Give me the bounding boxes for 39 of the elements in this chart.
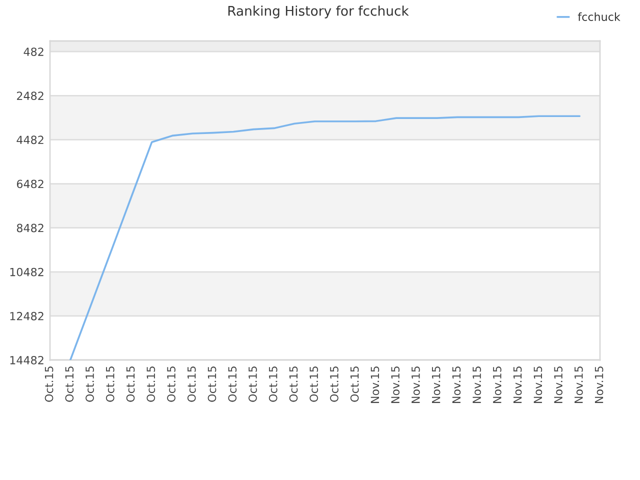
y-tick-label: 482 bbox=[24, 48, 44, 56]
x-tick-label: Oct.15 bbox=[126, 366, 135, 402]
x-tick-label: Nov.15 bbox=[412, 366, 420, 403]
x-tick-label: Oct.15 bbox=[86, 366, 94, 402]
y-tick-label: 4482 bbox=[16, 136, 44, 144]
x-tick-label: Oct.15 bbox=[187, 366, 196, 402]
y-tick-label: 14482 bbox=[10, 356, 44, 364]
y-tick-label: 8482 bbox=[16, 224, 44, 232]
x-tick-label: Oct.15 bbox=[44, 366, 54, 402]
x-tick-label: Oct.15 bbox=[65, 366, 74, 402]
x-tick-label: Nov.15 bbox=[391, 366, 400, 403]
chart-title: Ranking History for fcchuck bbox=[228, 6, 409, 18]
x-tick-label: Nov.15 bbox=[554, 366, 562, 403]
line-series bbox=[69, 115, 581, 360]
y-tick-label: 12482 bbox=[10, 312, 44, 320]
x-tick-label: Oct.15 bbox=[268, 366, 278, 402]
y-tick-label: 6482 bbox=[16, 180, 44, 188]
x-tick-label: Oct.15 bbox=[208, 366, 216, 402]
x-tick-label: Nov.15 bbox=[594, 366, 604, 403]
x-tick-label: Oct.15 bbox=[167, 366, 176, 402]
x-tick-label: Nov.15 bbox=[432, 366, 440, 403]
x-tick-label: Nov.15 bbox=[513, 366, 522, 403]
x-tick-label: Oct.15 bbox=[106, 366, 114, 402]
x-tick-label: Oct.15 bbox=[310, 366, 318, 402]
x-tick-label: Nov.15 bbox=[574, 366, 583, 403]
x-tick-label: Oct.15 bbox=[350, 366, 359, 402]
x-tick-label: Oct.15 bbox=[228, 366, 237, 402]
x-tick-label: Nov.15 bbox=[534, 366, 542, 403]
x-tick-label: Nov.15 bbox=[493, 366, 502, 403]
x-tick-label: Nov.15 bbox=[472, 366, 481, 403]
x-tick-label: Oct.15 bbox=[146, 366, 156, 402]
y-tick-label: 2482 bbox=[16, 92, 44, 100]
x-tick-label: Nov.15 bbox=[452, 366, 461, 403]
legend-label: fcchuck bbox=[578, 12, 620, 21]
x-tick-label: Oct.15 bbox=[330, 366, 338, 402]
x-tick-label: Oct.15 bbox=[289, 366, 298, 402]
x-tick-label: Nov.15 bbox=[370, 366, 380, 403]
y-tick-label: 10482 bbox=[10, 268, 44, 276]
x-tick-label: Oct.15 bbox=[248, 366, 257, 402]
